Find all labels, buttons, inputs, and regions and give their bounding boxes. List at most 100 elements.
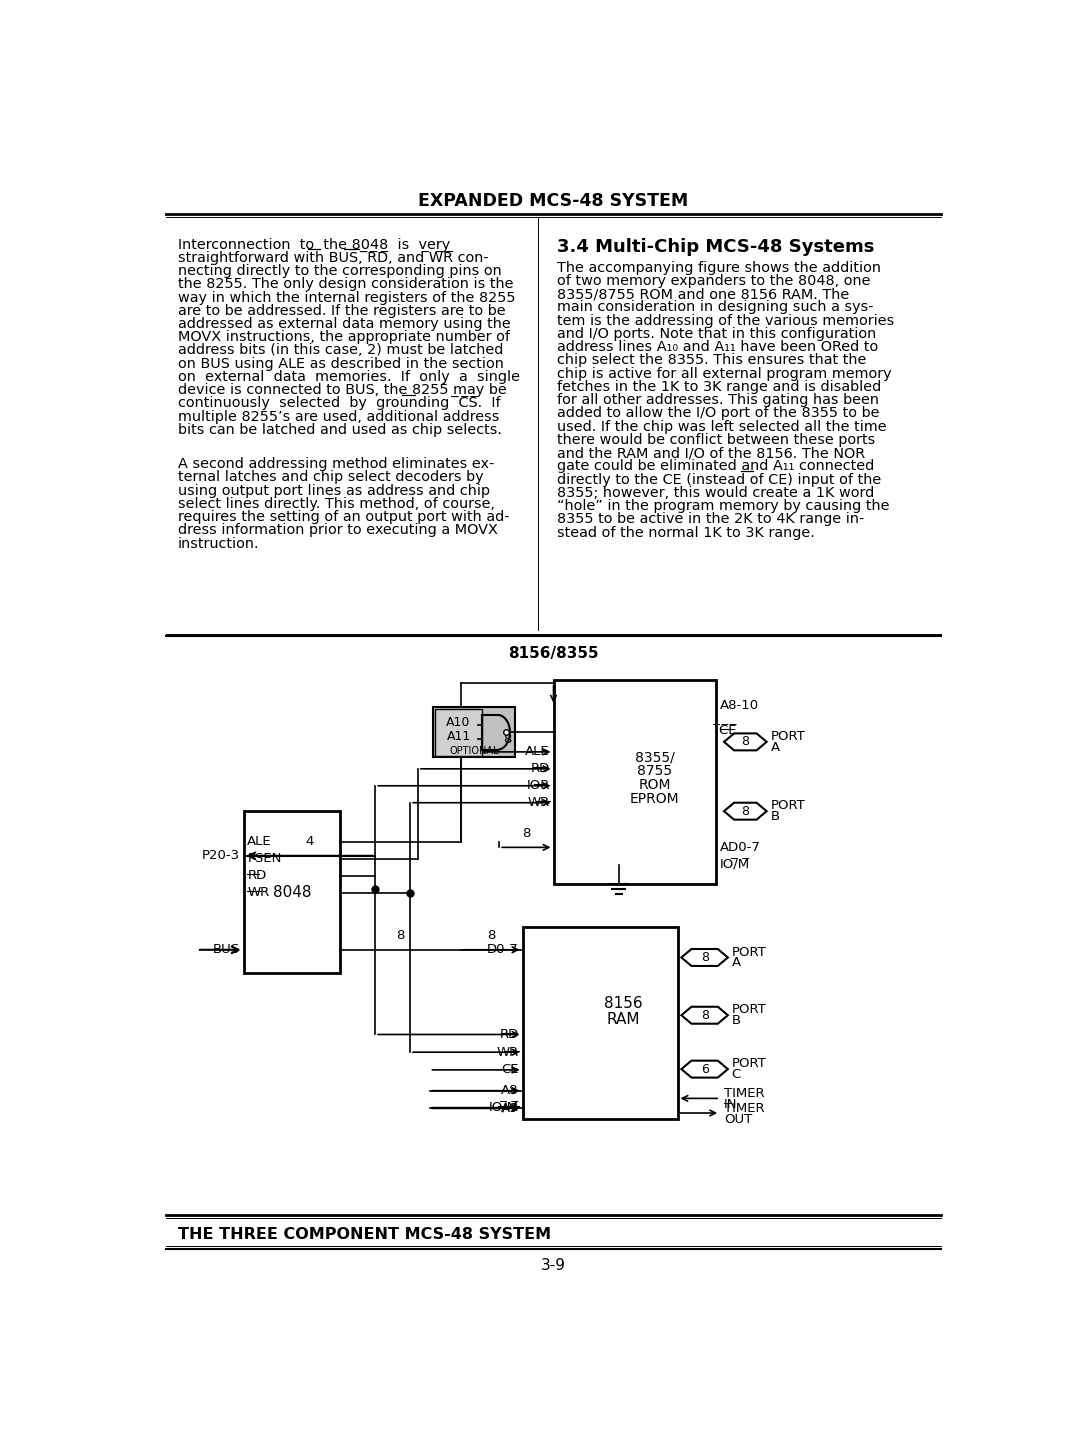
Text: PORT: PORT — [732, 945, 767, 958]
Text: 4: 4 — [306, 835, 313, 847]
Text: PORT: PORT — [770, 799, 806, 812]
Text: on BUS using ALE as described in the section: on BUS using ALE as described in the sec… — [177, 357, 503, 371]
Text: “hole” in the program memory by causing the: “hole” in the program memory by causing … — [557, 499, 890, 513]
Text: WR: WR — [527, 796, 550, 809]
Text: B: B — [732, 1014, 741, 1027]
Text: RD: RD — [499, 1028, 518, 1041]
Text: A: A — [732, 956, 741, 969]
Text: IO/̅M̅: IO/̅M̅ — [488, 1101, 518, 1114]
Text: fetches in the 1K to 3K range and is disabled: fetches in the 1K to 3K range and is dis… — [557, 380, 881, 394]
Text: on  external  data  memories.  If  only  a  single: on external data memories. If only a sin… — [177, 370, 519, 384]
Text: address bits (in this case, 2) must be latched: address bits (in this case, 2) must be l… — [177, 344, 503, 357]
Text: added to allow the I/O port of the 8355 to be: added to allow the I/O port of the 8355 … — [557, 406, 880, 420]
Text: A9: A9 — [501, 1101, 518, 1114]
Text: way in which the internal registers of the 8255: way in which the internal registers of t… — [177, 291, 515, 304]
Text: A8-10: A8-10 — [720, 700, 759, 713]
Text: EXPANDED MCS-48 SYSTEM: EXPANDED MCS-48 SYSTEM — [418, 192, 689, 211]
Text: of two memory expanders to the 8048, one: of two memory expanders to the 8048, one — [557, 274, 870, 288]
Text: and the RAM and I/O of the 8156. The NOR: and the RAM and I/O of the 8156. The NOR — [557, 446, 865, 460]
Text: 8355 to be active in the 2K to 4K range in-: 8355 to be active in the 2K to 4K range … — [557, 512, 865, 526]
Polygon shape — [681, 1007, 728, 1024]
Text: bits can be latched and used as chip selects.: bits can be latched and used as chip sel… — [177, 423, 501, 437]
Text: instruction.: instruction. — [177, 536, 259, 551]
Text: OPTIONAL: OPTIONAL — [449, 746, 499, 756]
Text: device is connected to BUS, the 8255 may be: device is connected to BUS, the 8255 may… — [177, 383, 507, 397]
Text: 6: 6 — [701, 1063, 708, 1076]
Text: TIMER: TIMER — [724, 1101, 765, 1114]
Text: A second addressing method eliminates ex-: A second addressing method eliminates ex… — [177, 457, 494, 472]
Text: tem is the addressing of the various memories: tem is the addressing of the various mem… — [557, 314, 894, 327]
Text: D0-7: D0-7 — [487, 944, 518, 956]
Text: addressed as external data memory using the: addressed as external data memory using … — [177, 317, 511, 331]
Text: A11: A11 — [446, 730, 471, 743]
Text: The accompanying figure shows the addition: The accompanying figure shows the additi… — [557, 261, 881, 275]
Bar — [433, 707, 515, 757]
Text: P20-3: P20-3 — [202, 849, 240, 862]
Text: IOR: IOR — [526, 779, 550, 792]
Bar — [523, 926, 677, 1119]
Text: 8: 8 — [503, 733, 511, 746]
Text: chip is active for all external program memory: chip is active for all external program … — [557, 367, 892, 380]
Text: PSEN: PSEN — [247, 852, 282, 866]
Text: ̅C̅E̅: ̅C̅E̅ — [720, 724, 738, 737]
Polygon shape — [681, 1061, 728, 1077]
Text: 8355/: 8355/ — [635, 750, 674, 764]
Text: 8156/8355: 8156/8355 — [509, 645, 598, 661]
Text: 8: 8 — [741, 804, 750, 817]
Text: C: C — [732, 1068, 741, 1081]
Text: ROM: ROM — [638, 779, 671, 792]
Bar — [243, 812, 340, 972]
Text: WR: WR — [497, 1045, 518, 1058]
Text: A10: A10 — [446, 716, 471, 728]
Text: TIMER: TIMER — [724, 1087, 765, 1100]
Text: A8: A8 — [501, 1084, 518, 1097]
Text: IN: IN — [724, 1098, 738, 1111]
Text: A: A — [770, 741, 780, 754]
Text: for all other addresses. This gating has been: for all other addresses. This gating has… — [557, 393, 879, 407]
Text: PORT: PORT — [732, 1057, 767, 1070]
Polygon shape — [724, 733, 767, 750]
Text: chip select the 8355. This ensures that the: chip select the 8355. This ensures that … — [557, 353, 867, 367]
Text: using output port lines as address and chip: using output port lines as address and c… — [177, 483, 489, 498]
Text: B: B — [770, 810, 780, 823]
Text: and I/O ports. Note that in this configuration: and I/O ports. Note that in this configu… — [557, 327, 877, 341]
Text: RD: RD — [530, 763, 550, 776]
Text: 8355; however, this would create a 1K word: 8355; however, this would create a 1K wo… — [557, 486, 875, 500]
Text: CE: CE — [501, 1064, 518, 1077]
Text: the 8255. The only design consideration is the: the 8255. The only design consideration … — [177, 277, 513, 291]
Text: stead of the normal 1K to 3K range.: stead of the normal 1K to 3K range. — [557, 525, 815, 539]
Text: 3-9: 3-9 — [541, 1258, 566, 1273]
Text: ALE: ALE — [525, 746, 550, 759]
Text: main consideration in designing such a sys-: main consideration in designing such a s… — [557, 300, 874, 314]
Text: RAM: RAM — [607, 1011, 640, 1027]
Text: 8755: 8755 — [637, 764, 672, 779]
Text: WR: WR — [247, 886, 270, 899]
Text: 8: 8 — [741, 736, 750, 749]
Text: THE THREE COMPONENT MCS-48 SYSTEM: THE THREE COMPONENT MCS-48 SYSTEM — [177, 1228, 551, 1242]
Text: OUT: OUT — [724, 1113, 753, 1126]
Text: dress information prior to executing a MOVX: dress information prior to executing a M… — [177, 523, 498, 538]
Text: AD0-7: AD0-7 — [720, 840, 761, 853]
Text: 8156: 8156 — [604, 997, 643, 1011]
Polygon shape — [724, 803, 767, 820]
Text: PORT: PORT — [732, 1004, 767, 1017]
Text: 3.4 Multi-Chip MCS-48 Systems: 3.4 Multi-Chip MCS-48 Systems — [557, 238, 875, 255]
Text: 8: 8 — [396, 929, 405, 942]
Text: 8: 8 — [701, 951, 708, 964]
Text: gate could be eliminated and A₁₁ connected: gate could be eliminated and A₁₁ connect… — [557, 459, 875, 473]
Text: BUS: BUS — [213, 944, 240, 956]
Text: directly to the CE (instead of CE) input of the: directly to the CE (instead of CE) input… — [557, 473, 881, 486]
Text: 8: 8 — [523, 826, 530, 840]
Text: continuously  selected  by  grounding  ̅C̅S̅.  If: continuously selected by grounding ̅C̅S̅… — [177, 396, 500, 410]
Text: 8048: 8048 — [272, 885, 311, 899]
Bar — [435, 708, 482, 756]
Text: EPROM: EPROM — [630, 792, 679, 806]
Text: ALE: ALE — [247, 836, 272, 849]
Text: requires the setting of an output port with ad-: requires the setting of an output port w… — [177, 511, 509, 523]
Text: necting directly to the corresponding pins on: necting directly to the corresponding pi… — [177, 264, 501, 278]
Text: IO/̅M̅: IO/̅M̅ — [720, 859, 751, 872]
Text: 8: 8 — [701, 1008, 708, 1022]
Text: MOVX instructions, the appropriate number of: MOVX instructions, the appropriate numbe… — [177, 330, 510, 344]
Bar — [554, 680, 716, 885]
Text: PORT: PORT — [770, 730, 806, 743]
